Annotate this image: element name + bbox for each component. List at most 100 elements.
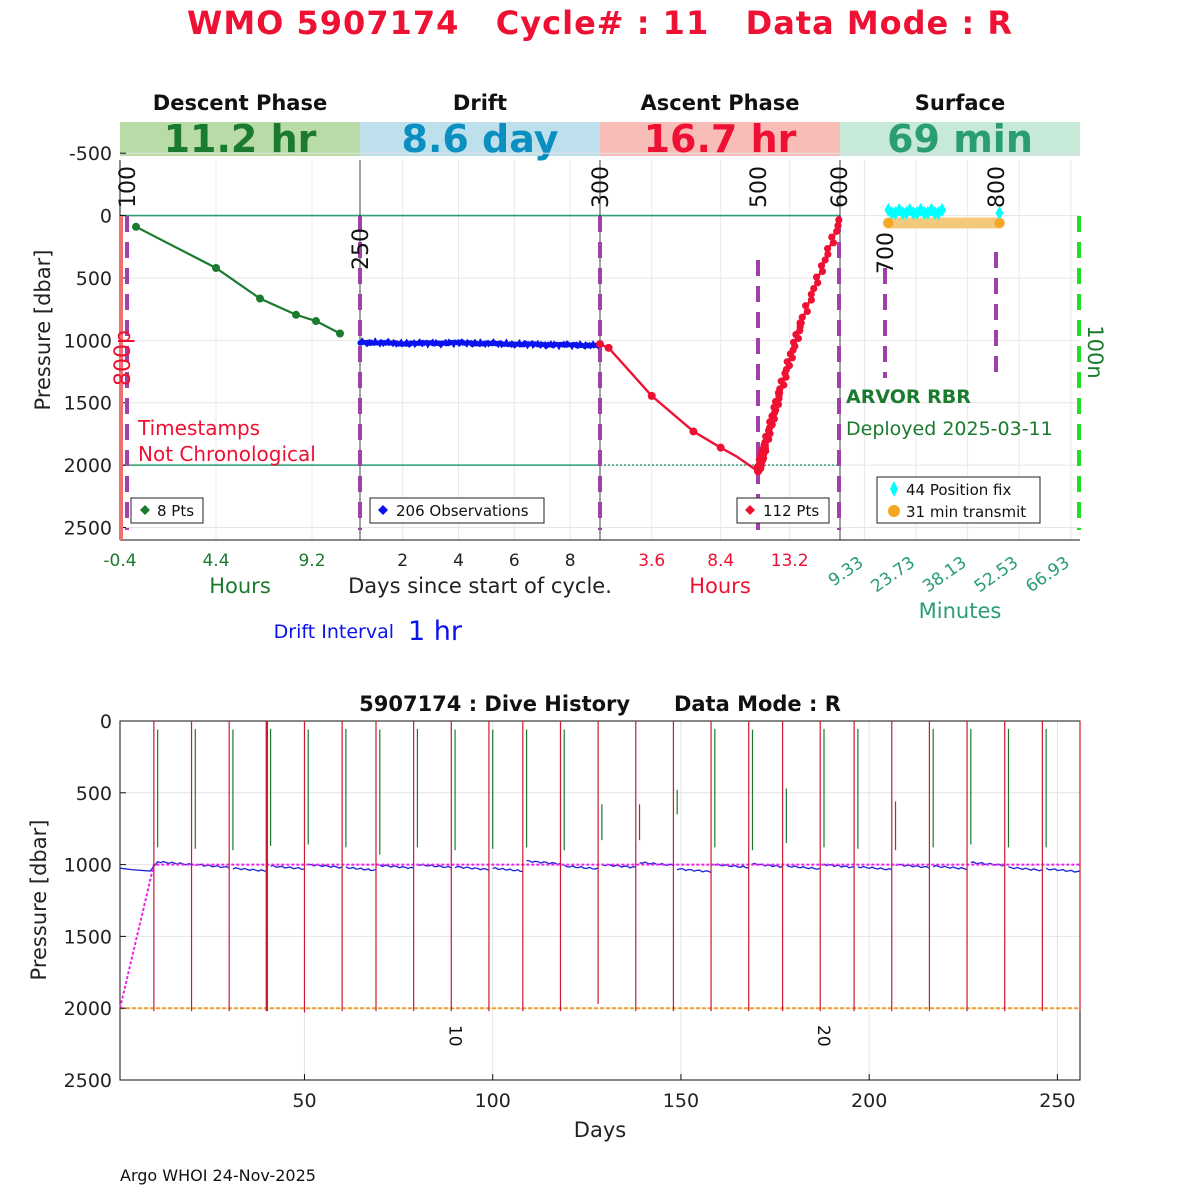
phase-title: Descent Phase [153,91,327,115]
phase-marker-label: 800 [985,166,1010,208]
y-tick-label: 500 [76,783,112,805]
ascent-point [812,273,821,281]
descent-series-line [135,225,341,335]
top-y-axis-label: Pressure [dbar] [31,250,55,411]
x-tick-label: 200 [851,1090,887,1112]
ascent-point [807,296,815,304]
drift-x-label: Days since start of cycle. [348,574,612,598]
phase-band [360,122,600,156]
history-drift-line [492,866,523,873]
history-title: 5907174 : Dive History Data Mode : R [359,692,841,716]
legend-drift: 206 Observations [396,502,529,520]
legend-ascent: 112 Pts [763,502,819,520]
x-tick-label: 3.6 [638,551,665,571]
position-fix-point [938,203,947,217]
y-tick-label: -500 [69,143,112,165]
history-drift-line [786,864,821,870]
phase-duration: 11.2 hr [164,117,317,161]
legend-box [369,497,545,524]
descent-point [292,310,300,319]
top-legends: 8 Pts 206 Observations 112 Pts 44 Position … [130,476,1041,524]
history-drift-line [563,864,599,870]
x-tick-label: 8.4 [707,551,734,571]
history-drift-line [676,868,712,874]
x-tick-label: 250 [1039,1090,1075,1112]
ascent-point [814,279,822,287]
ascent-point [596,340,604,349]
legend-marker [378,505,388,515]
descent-vertical-label: 800p [111,330,136,386]
history-drift-line [379,864,414,870]
legend-descent: 8 Pts [157,502,194,520]
history-drift-line [308,863,343,869]
phase-band [600,122,840,156]
descent-start-bar [119,216,123,540]
history-drift-line [526,859,561,866]
ascent-point [810,284,818,293]
top-x-ticks: -0.4 4.4 9.2 2 4 6 8 3.6 8.4 13.2 9.33 23.73 38.13 52… [103,551,1073,623]
x-tick-label: 150 [663,1090,699,1112]
ascent-point [829,239,837,247]
float-model: ARVOR RBR [846,386,971,408]
descent-point [212,263,220,272]
ascent-point [807,290,815,298]
phase-title: Drift [453,91,507,115]
y-tick-label: 1000 [64,855,112,877]
history-drift-line [895,863,930,869]
y-tick-label: 1000 [64,330,112,352]
legend-transmit: 31 min transmit [906,503,1026,521]
phase-marker-label: 300 [589,166,614,208]
x-tick-label: 4 [453,551,464,571]
y-tick-label: 500 [76,268,112,290]
ascent-point [716,443,725,452]
ascent-point [823,244,832,253]
x-tick-label: 4.4 [202,551,229,571]
deployment-date: Deployed 2025-03-11 [846,418,1053,440]
phase-duration: 16.7 hr [644,117,797,161]
phase-marker-label: 100 [116,166,141,208]
ascent-point [647,391,656,400]
x-tick-label: 23.73 [868,553,919,597]
phase-title: Surface [915,91,1005,115]
x-tick-label: 8 [565,551,576,571]
history-drift-line [345,866,377,872]
cycle-number-label: 10 [444,1025,464,1047]
legend-box [876,476,1041,524]
ascent-x-label: Hours [689,574,751,598]
ascent-point [798,313,806,321]
history-drift-line [1045,867,1081,873]
history-drift-line [857,865,893,871]
ascent-point [783,358,791,366]
legend-marker [888,505,900,517]
x-tick-label: 9.33 [825,553,867,591]
history-drift-line [454,865,490,872]
ascent-point [834,222,842,230]
ascent-point [789,338,798,346]
ascent-point [604,343,613,352]
ascent-point [824,250,832,258]
dive-history: 5907174 : Dive History Data Mode : R 10 20… [27,692,1081,1142]
x-tick-label: 50 [292,1090,316,1112]
y-tick-label: 0 [100,206,112,228]
timestamp-warning: Not Chronological [138,442,316,466]
page-title: WMO 5907174 Cycle# : 11 Data Mode : R [187,4,1013,42]
history-drift-line [195,863,230,869]
ascent-point [689,427,698,436]
surface-panel: ARVOR RBR Deployed 2025-03-11 100n [846,203,1107,530]
ascent-point [817,262,826,270]
ascent-point [797,319,805,327]
phase-band [840,122,1080,156]
phase-marker-label: 700 [874,232,899,274]
y-tick-label: 1500 [64,926,112,948]
y-tick-label: 2500 [64,518,112,540]
phase-title: Ascent Phase [641,91,800,115]
x-tick-label: 9.2 [298,551,325,571]
phase-markers: 100 250 300 500 600 700 800 [116,166,1010,530]
x-tick-label: 100 [475,1090,511,1112]
legend-position-fix: 44 Position fix [906,481,1011,499]
phase-band [120,122,360,156]
phase-duration: 69 min [887,117,1033,161]
